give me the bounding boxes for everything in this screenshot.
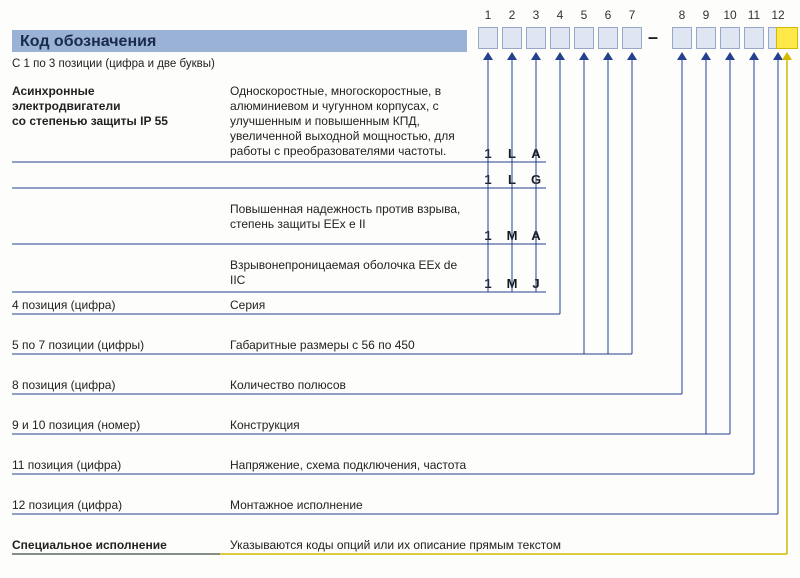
code-box bbox=[526, 27, 546, 49]
code-box bbox=[744, 27, 764, 49]
row-left: 4 позиция (цифра) bbox=[12, 298, 212, 313]
code-box bbox=[672, 27, 692, 49]
row-mid: Серия bbox=[230, 298, 650, 313]
row-left: 9 и 10 позиция (номер) bbox=[12, 418, 212, 433]
mid-block-0: Односкоростные, многоскоростные, в алюми… bbox=[230, 84, 470, 159]
code-letter: L bbox=[502, 172, 522, 187]
mid-block-1: Повышенная надежность против взрыва, сте… bbox=[230, 202, 470, 232]
position-number: 6 bbox=[598, 8, 618, 22]
subtitle-text: С 1 по 3 позиции (цифра и две буквы) bbox=[12, 58, 215, 70]
code-letter: J bbox=[526, 276, 546, 291]
row-left: 8 позиция (цифра) bbox=[12, 378, 212, 393]
code-box bbox=[598, 27, 618, 49]
position-number: 5 bbox=[574, 8, 594, 22]
code-letter: G bbox=[526, 172, 546, 187]
code-box bbox=[478, 27, 498, 49]
code-box bbox=[502, 27, 522, 49]
position-number: 9 bbox=[696, 8, 716, 22]
position-number: 7 bbox=[622, 8, 642, 22]
dash-1: – bbox=[648, 27, 658, 48]
position-number: 8 bbox=[672, 8, 692, 22]
code-letter: M bbox=[502, 276, 522, 291]
row-left: Специальное исполнение bbox=[12, 538, 212, 553]
code-letter: M bbox=[502, 228, 522, 243]
code-box bbox=[622, 27, 642, 49]
position-number: 1 bbox=[478, 8, 498, 22]
code-letter: A bbox=[526, 228, 546, 243]
code-box bbox=[696, 27, 716, 49]
row-mid: Напряжение, схема подключения, частота bbox=[230, 458, 650, 473]
row-mid: Габаритные размеры с 56 по 450 bbox=[230, 338, 650, 353]
position-number: 10 bbox=[720, 8, 740, 22]
mid-block-2: Взрывонепроницаемая оболочка EEx de IIC bbox=[230, 258, 470, 288]
left-heading: Асинхронные электродвигатели со степенью… bbox=[12, 84, 212, 129]
row-mid: Указываются коды опций или их описание п… bbox=[230, 538, 650, 553]
row-left: 11 позиция (цифра) bbox=[12, 458, 212, 473]
code-letter: 1 bbox=[478, 276, 498, 291]
row-mid: Количество полюсов bbox=[230, 378, 650, 393]
title-bar: Код обозначения bbox=[12, 30, 467, 52]
row-left: 5 по 7 позиции (цифры) bbox=[12, 338, 212, 353]
z-box bbox=[776, 27, 798, 49]
row-mid: Монтажное исполнение bbox=[230, 498, 650, 513]
code-box bbox=[720, 27, 740, 49]
position-number: 12 bbox=[768, 8, 788, 22]
code-letter: L bbox=[502, 146, 522, 161]
row-left: 12 позиция (цифра) bbox=[12, 498, 212, 513]
diagram-canvas: Код обозначения С 1 по 3 позиции (цифра … bbox=[0, 0, 800, 578]
code-letter: 1 bbox=[478, 228, 498, 243]
code-letter: 1 bbox=[478, 172, 498, 187]
position-number: 2 bbox=[502, 8, 522, 22]
row-mid: Конструкция bbox=[230, 418, 650, 433]
position-number: 11 bbox=[744, 8, 764, 22]
left-heading-text: Асинхронные электродвигатели со степенью… bbox=[12, 84, 168, 128]
position-number: 3 bbox=[526, 8, 546, 22]
code-box bbox=[574, 27, 594, 49]
code-letter: A bbox=[526, 146, 546, 161]
code-letter: 1 bbox=[478, 146, 498, 161]
code-box bbox=[550, 27, 570, 49]
position-number: 4 bbox=[550, 8, 570, 22]
